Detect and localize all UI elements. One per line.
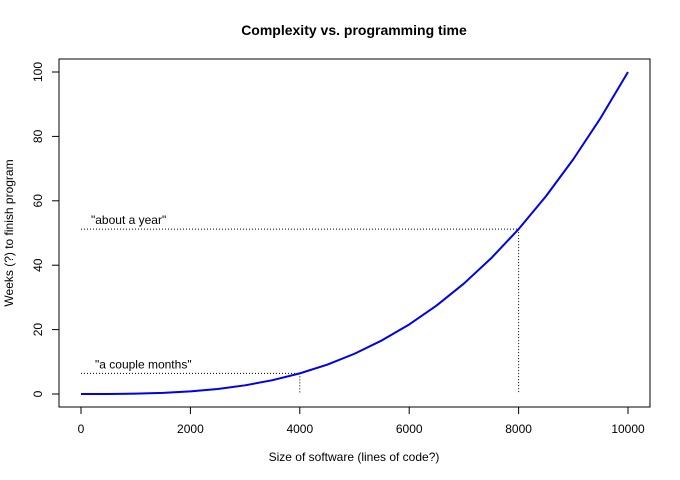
y-axis: 0 20 40 60 80 100 [31, 62, 59, 397]
annotations: "a couple months" "about a year" [91, 213, 192, 371]
x-tick-label: 10000 [611, 422, 645, 436]
series-line [80, 71, 629, 395]
x-tick-label: 8000 [505, 422, 532, 436]
guide-lines [81, 228, 520, 394]
annotation-label: "a couple months" [95, 357, 192, 371]
annotation-label: "about a year" [91, 213, 166, 227]
x-tick-label: 2000 [177, 422, 204, 436]
x-axis-label: Size of software (lines of code?) [269, 450, 440, 464]
x-axis: 0 2000 4000 6000 8000 10000 [78, 407, 645, 436]
plot-box [58, 58, 651, 408]
series-layer [80, 71, 629, 395]
x-tick-label: 0 [78, 422, 85, 436]
x-tick-label: 6000 [396, 422, 423, 436]
y-tick-label: 60 [31, 194, 45, 208]
y-tick-label: 20 [31, 323, 45, 337]
chart-title: Complexity vs. programming time [241, 22, 467, 38]
y-tick-label: 0 [31, 390, 45, 397]
y-axis-label: Weeks (?) to finish program [2, 159, 16, 306]
y-tick-label: 40 [31, 258, 45, 272]
y-tick-label: 100 [31, 62, 45, 82]
y-tick-label: 80 [31, 129, 45, 143]
x-tick-label: 4000 [286, 422, 313, 436]
